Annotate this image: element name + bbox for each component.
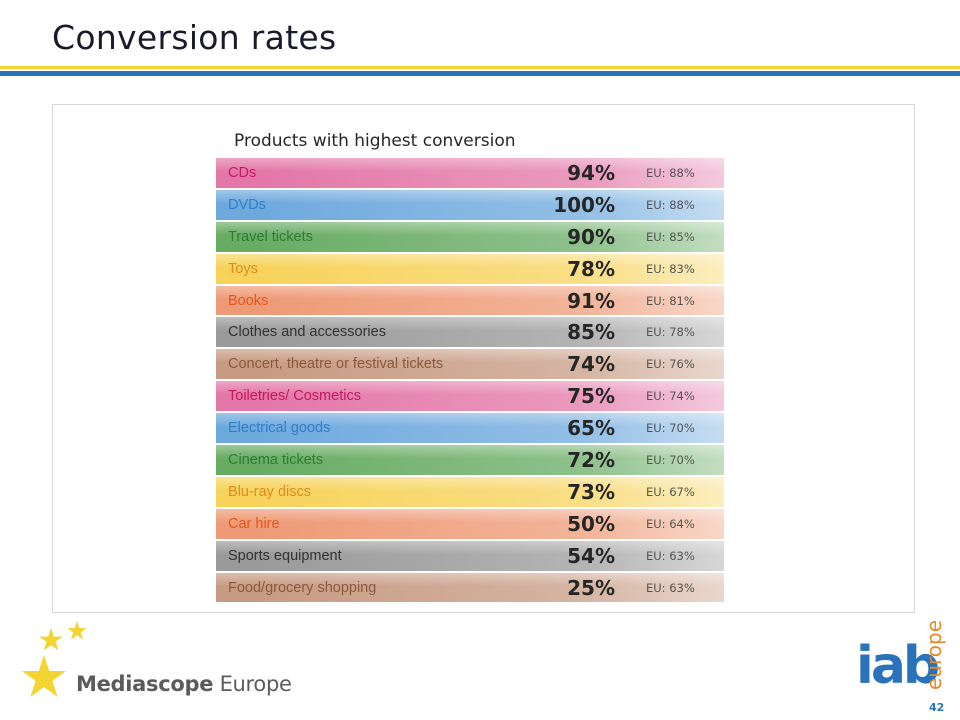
stars-logo-icon <box>22 621 87 697</box>
row-eu-average: EU: 81% <box>646 293 695 308</box>
row-value: 54% <box>567 543 615 568</box>
row-value: 78% <box>567 256 615 281</box>
row-label: Concert, theatre or festival tickets <box>228 356 444 373</box>
row-color-band <box>216 476 724 507</box>
row-eu-average: EU: 70% <box>646 452 695 467</box>
table-row: Electrical goods 65% EU: 70% <box>216 412 724 444</box>
row-eu-average: EU: 74% <box>646 389 695 404</box>
row-value: 100% <box>553 192 615 217</box>
row-color-band <box>216 413 724 444</box>
mediascope-logo: Mediascope Europe <box>76 672 292 696</box>
row-label: Sports equipment <box>228 547 342 564</box>
row-color-band <box>216 540 724 571</box>
row-color-band <box>216 158 724 188</box>
table-row: Sports equipment 54% EU: 63% <box>216 540 724 572</box>
row-label: Electrical goods <box>228 420 331 437</box>
small-star-icon <box>67 621 87 640</box>
row-label: Cinema tickets <box>228 451 324 468</box>
row-eu-average: EU: 88% <box>646 197 695 212</box>
row-value: 72% <box>567 447 615 472</box>
row-value: 65% <box>567 416 615 441</box>
table-row: Blu-ray discs 73% EU: 67% <box>216 476 724 508</box>
table-row: Food/grocery shopping 25% EU: 63% <box>216 572 724 604</box>
row-value: 94% <box>567 160 615 185</box>
row-eu-average: EU: 70% <box>646 421 695 436</box>
row-value: 85% <box>567 320 615 345</box>
table-row: Cinema tickets 72% EU: 70% <box>216 444 724 476</box>
row-color-band <box>216 508 724 539</box>
row-label: Toys <box>228 260 258 277</box>
table-row: Concert, theatre or festival tickets 74% E… <box>216 348 724 380</box>
row-label: Books <box>228 292 269 309</box>
row-eu-average: EU: 78% <box>646 325 695 340</box>
row-label: CDs <box>228 164 257 181</box>
row-label: Travel tickets <box>228 228 313 245</box>
page-number: 42 <box>929 701 945 714</box>
table-row: Travel tickets 90% EU: 85% <box>216 221 724 253</box>
mediascope-logo-bold: Mediascope <box>76 672 214 696</box>
row-value: 25% <box>567 575 615 600</box>
header-rule-gap <box>0 69 960 71</box>
chart-title: Products with highest conversion <box>234 131 516 151</box>
row-value: 91% <box>567 288 615 313</box>
row-color-band <box>216 253 724 284</box>
row-color-band <box>216 221 724 252</box>
row-label: DVDs <box>228 196 266 213</box>
row-value: 50% <box>567 511 615 536</box>
table-row: Car hire 50% EU: 64% <box>216 508 724 540</box>
row-value: 75% <box>567 384 615 409</box>
row-label: Toiletries/ Cosmetics <box>228 388 361 405</box>
row-label: Food/grocery shopping <box>228 579 377 596</box>
row-eu-average: EU: 67% <box>646 484 695 499</box>
row-color-band <box>216 189 724 220</box>
europe-logo-text: europe <box>922 620 946 690</box>
row-color-band <box>216 317 724 348</box>
table-row: Toiletries/ Cosmetics 75% EU: 74% <box>216 380 724 412</box>
medium-star-icon <box>39 628 63 651</box>
row-value: 90% <box>567 224 615 249</box>
row-eu-average: EU: 64% <box>646 516 695 531</box>
row-value: 74% <box>567 352 615 377</box>
row-label: Blu-ray discs <box>228 483 311 500</box>
table-row: Clothes and accessories 85% EU: 78% <box>216 316 724 348</box>
row-label: Car hire <box>228 515 280 532</box>
header-rule-blue <box>0 71 960 76</box>
large-star-icon <box>22 655 66 697</box>
row-eu-average: EU: 63% <box>646 548 695 563</box>
row-eu-average: EU: 76% <box>646 357 695 372</box>
row-color-band <box>216 381 724 412</box>
table-row: Toys 78% EU: 83% <box>216 253 724 285</box>
row-eu-average: EU: 85% <box>646 229 695 244</box>
row-label: Clothes and accessories <box>228 324 386 341</box>
page-title: Conversion rates <box>52 18 337 57</box>
row-color-band <box>216 349 724 380</box>
row-color-band <box>216 572 724 603</box>
conversion-table: CDs 94% EU: 88% DVDs 100% EU: 88% Travel ticke… <box>216 157 724 603</box>
row-color-band <box>216 445 724 475</box>
iab-logo: iab <box>856 636 940 696</box>
mediascope-logo-light: Europe <box>213 672 292 696</box>
row-eu-average: EU: 83% <box>646 261 695 276</box>
table-row: DVDs 100% EU: 88% <box>216 189 724 221</box>
row-eu-average: EU: 88% <box>646 165 695 180</box>
header-rule-yellow <box>0 66 960 69</box>
row-eu-average: EU: 63% <box>646 580 695 595</box>
table-row: CDs 94% EU: 88% <box>216 157 724 189</box>
row-value: 73% <box>567 479 615 504</box>
row-color-band <box>216 285 724 316</box>
table-row: Books 91% EU: 81% <box>216 285 724 317</box>
